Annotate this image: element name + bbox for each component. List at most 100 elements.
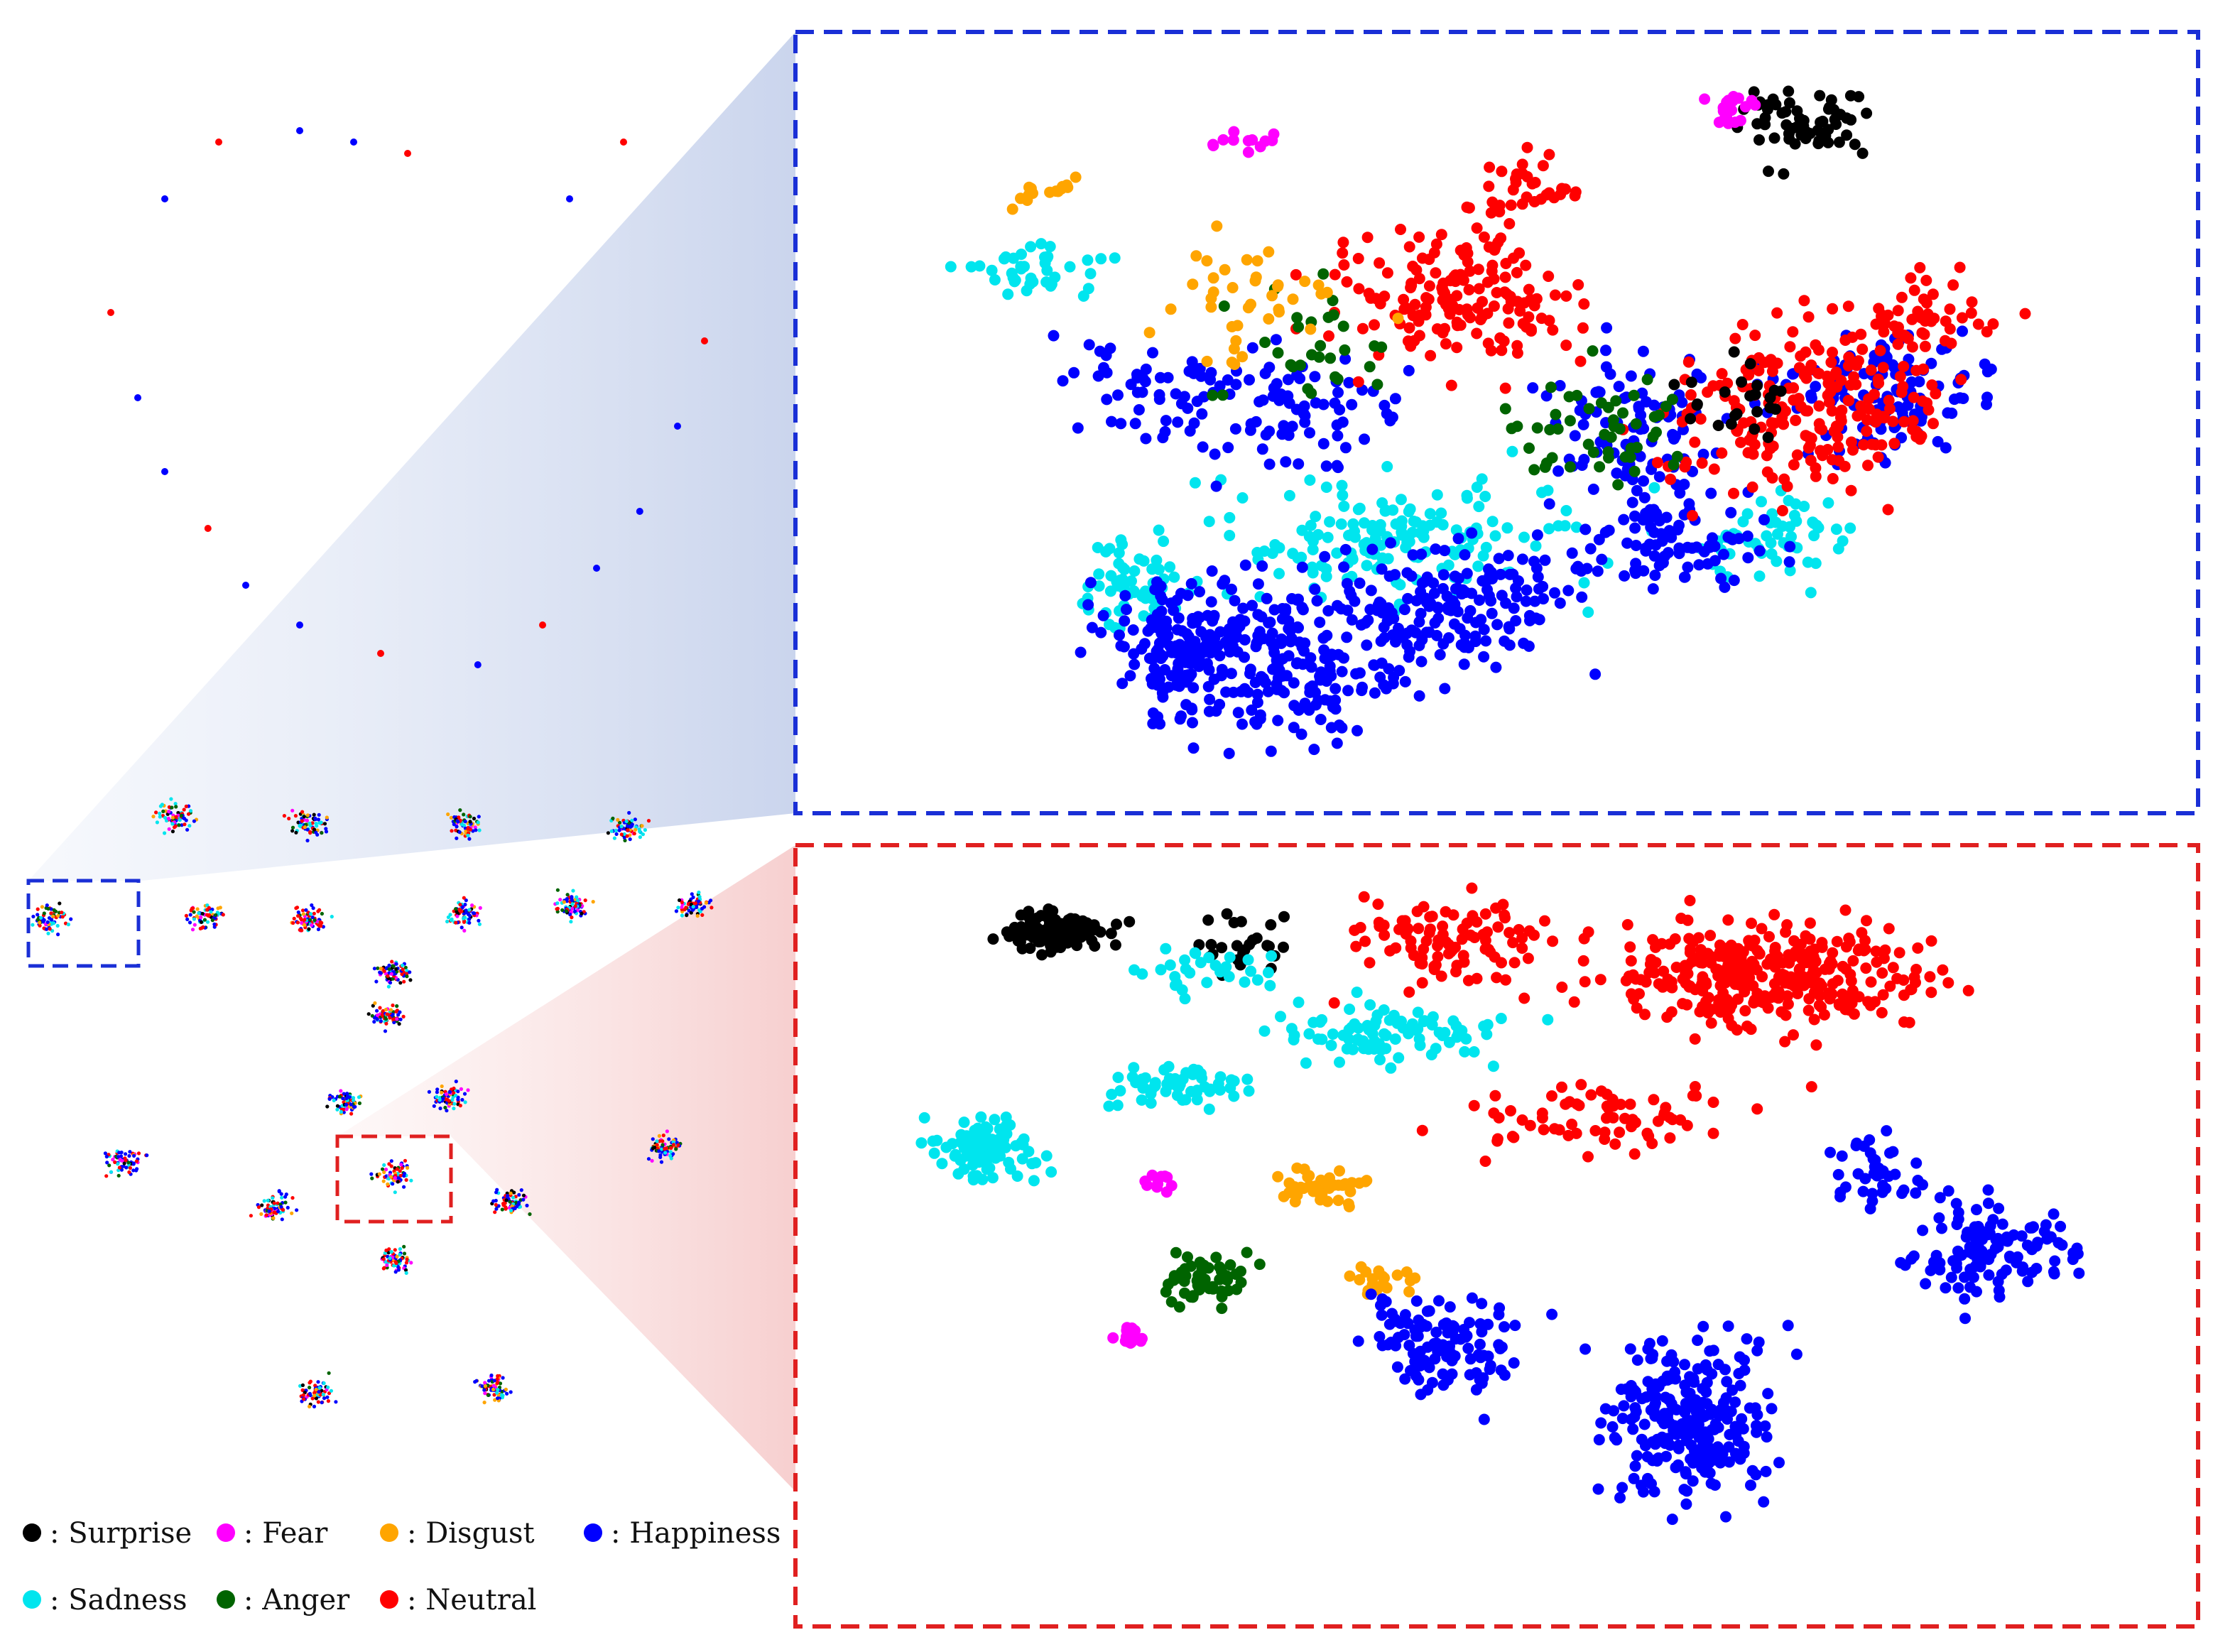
embedding-point: [1919, 340, 1931, 352]
embedding-point: [1190, 250, 1202, 262]
embedding-point: [1115, 418, 1127, 430]
embedding-point: [1354, 922, 1366, 933]
embedding-point: [1842, 300, 1854, 313]
mini-cluster-point: [398, 981, 403, 985]
embedding-point: [1621, 919, 1633, 930]
embedding-point: [1189, 947, 1201, 959]
embedding-point: [1937, 964, 1949, 976]
mini-cluster-point: [404, 1271, 408, 1275]
embedding-point: [1739, 101, 1751, 113]
embedding-point: [1235, 915, 1247, 928]
embedding-point: [1418, 943, 1430, 955]
embedding-point: [1776, 1006, 1788, 1018]
mini-cluster-point: [441, 1097, 445, 1101]
embedding-point: [1564, 461, 1576, 473]
embedding-point: [1300, 1057, 1312, 1069]
mini-cluster-point: [695, 905, 699, 909]
embedding-point: [1670, 962, 1682, 973]
embedding-point: [1464, 265, 1476, 277]
embedding-point: [1044, 241, 1056, 253]
embedding-point: [1747, 448, 1759, 460]
embedding-point: [1917, 395, 1929, 407]
embedding-point: [1401, 1266, 1413, 1278]
embedding-point: [1201, 977, 1213, 989]
embedding-point: [1254, 709, 1266, 721]
embedding-point: [1511, 339, 1523, 352]
embedding-point: [1748, 86, 1760, 98]
embedding-point: [1459, 638, 1471, 650]
embedding-point: [1145, 1097, 1157, 1109]
embedding-point: [1578, 454, 1590, 465]
embedding-point: [1057, 375, 1069, 387]
embedding-point: [1564, 1096, 1575, 1108]
embedding-point: [1593, 533, 1605, 545]
embedding-point: [1327, 701, 1339, 713]
mini-cluster-point: [308, 1404, 312, 1408]
embedding-point: [1781, 919, 1793, 931]
mini-cluster-point: [460, 1097, 464, 1102]
embedding-point: [1575, 355, 1587, 367]
embedding-point: [1266, 627, 1278, 639]
embedding-point: [1626, 1114, 1638, 1126]
embedding-point: [1861, 425, 1873, 438]
embedding-point: [1241, 1073, 1254, 1085]
embedding-point: [1536, 1107, 1548, 1119]
mini-cluster-point: [305, 827, 310, 832]
mini-cluster-point: [456, 1089, 460, 1094]
embedding-point: [1954, 261, 1966, 273]
embedding-point: [1753, 1336, 1765, 1348]
mini-cluster-point: [379, 1019, 384, 1023]
embedding-point: [1343, 376, 1355, 388]
mini-cluster-point: [473, 825, 477, 830]
embedding-point: [1202, 680, 1214, 692]
mini-cluster-point: [46, 931, 50, 935]
embedding-point: [1648, 482, 1660, 494]
embedding-point: [1735, 436, 1746, 448]
mini-cluster-point: [618, 820, 622, 825]
embedding-point: [1789, 138, 1801, 150]
embedding-point: [1196, 1072, 1208, 1085]
mini-cluster-point: [296, 914, 300, 918]
mini-cluster-point: [571, 889, 575, 893]
embedding-point: [1331, 737, 1343, 749]
embedding-point: [1119, 615, 1131, 627]
mini-cluster-point: [190, 928, 195, 932]
embedding-point: [1749, 99, 1761, 111]
embedding-point: [1381, 1282, 1393, 1294]
mini-cluster-point: [685, 913, 689, 918]
embedding-point: [1579, 1343, 1592, 1355]
mini-cluster-point: [655, 1139, 659, 1143]
embedding-point: [1042, 251, 1054, 263]
mini-cluster-point: [495, 1381, 499, 1386]
mini-cluster-point: [449, 815, 454, 820]
embedding-point: [1115, 534, 1127, 546]
embedding-point: [1427, 1011, 1439, 1023]
embedding-point: [1682, 960, 1694, 972]
embedding-point: [1304, 474, 1316, 486]
embedding-point: [1027, 276, 1039, 288]
embedding-point: [1172, 416, 1184, 428]
mini-cluster-point: [182, 808, 186, 812]
mini-cluster-point: [384, 1007, 388, 1012]
embedding-point: [1113, 547, 1125, 559]
mini-cluster-point: [494, 1202, 498, 1207]
embedding-point: [1359, 433, 1370, 445]
embedding-point: [1731, 1450, 1743, 1462]
embedding-point: [1623, 970, 1635, 982]
mini-cluster-point: [316, 909, 320, 913]
mini-cluster-point: [483, 1391, 487, 1396]
embedding-point: [1461, 492, 1473, 504]
embedding-point: [1739, 1354, 1750, 1366]
embedding-point: [1165, 303, 1177, 315]
mini-cluster-point: [312, 827, 317, 832]
embedding-point: [1751, 1103, 1763, 1115]
embedding-point: [1136, 643, 1148, 655]
embedding-point: [1506, 1131, 1518, 1143]
embedding-point: [1219, 575, 1231, 587]
embedding-point: [1272, 672, 1284, 684]
embedding-point: [1447, 1015, 1459, 1027]
mini-cluster-point: [308, 1379, 312, 1384]
mini-cluster-point: [170, 830, 175, 834]
mini-cluster-point: [697, 899, 701, 903]
embedding-point: [1382, 553, 1394, 565]
